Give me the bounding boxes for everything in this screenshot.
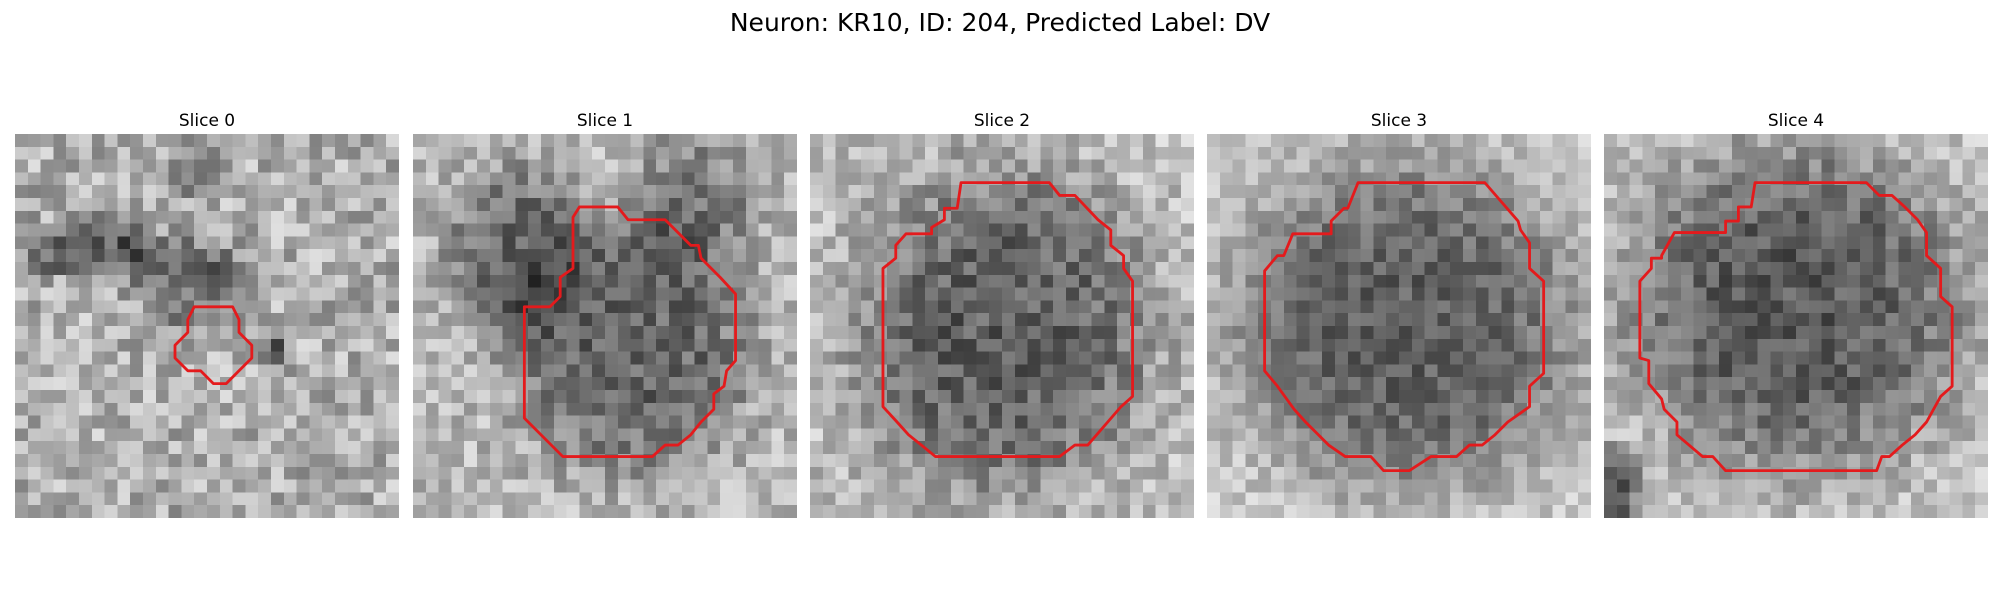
slice-image-1 [413, 134, 797, 518]
slice-panel-0: Slice 0 [15, 108, 399, 518]
cell-contour [173, 305, 254, 386]
slice-title-1: Slice 1 [576, 111, 634, 131]
slice-title-2: Slice 2 [973, 111, 1031, 131]
slice-image-4 [1604, 134, 1988, 518]
slice-image-2 [810, 134, 1194, 518]
pixel-grid [1207, 134, 1591, 518]
figure-title: Neuron: KR10, ID: 204, Predicted Label: … [729, 8, 1271, 37]
cell-contour [881, 181, 1134, 458]
slice-image-3 [1207, 134, 1591, 518]
slice-panel-1: Slice 1 [413, 108, 797, 518]
pixel-grid [810, 134, 1194, 518]
slice-title-0: Slice 0 [178, 111, 236, 131]
pixel-grid [413, 134, 797, 518]
pixel-grid [15, 134, 399, 518]
slice-title-3: Slice 3 [1370, 111, 1428, 131]
cell-contour [522, 205, 737, 458]
slice-image-0 [15, 134, 399, 518]
slice-title-4: Slice 4 [1767, 111, 1825, 131]
cell-contour [1638, 181, 1954, 473]
slice-panel-4: Slice 4 [1604, 108, 1988, 518]
pixel-grid [1604, 134, 1988, 518]
cell-contour [1263, 181, 1546, 473]
slice-panel-2: Slice 2 [810, 108, 1194, 518]
slice-panel-3: Slice 3 [1207, 108, 1591, 518]
